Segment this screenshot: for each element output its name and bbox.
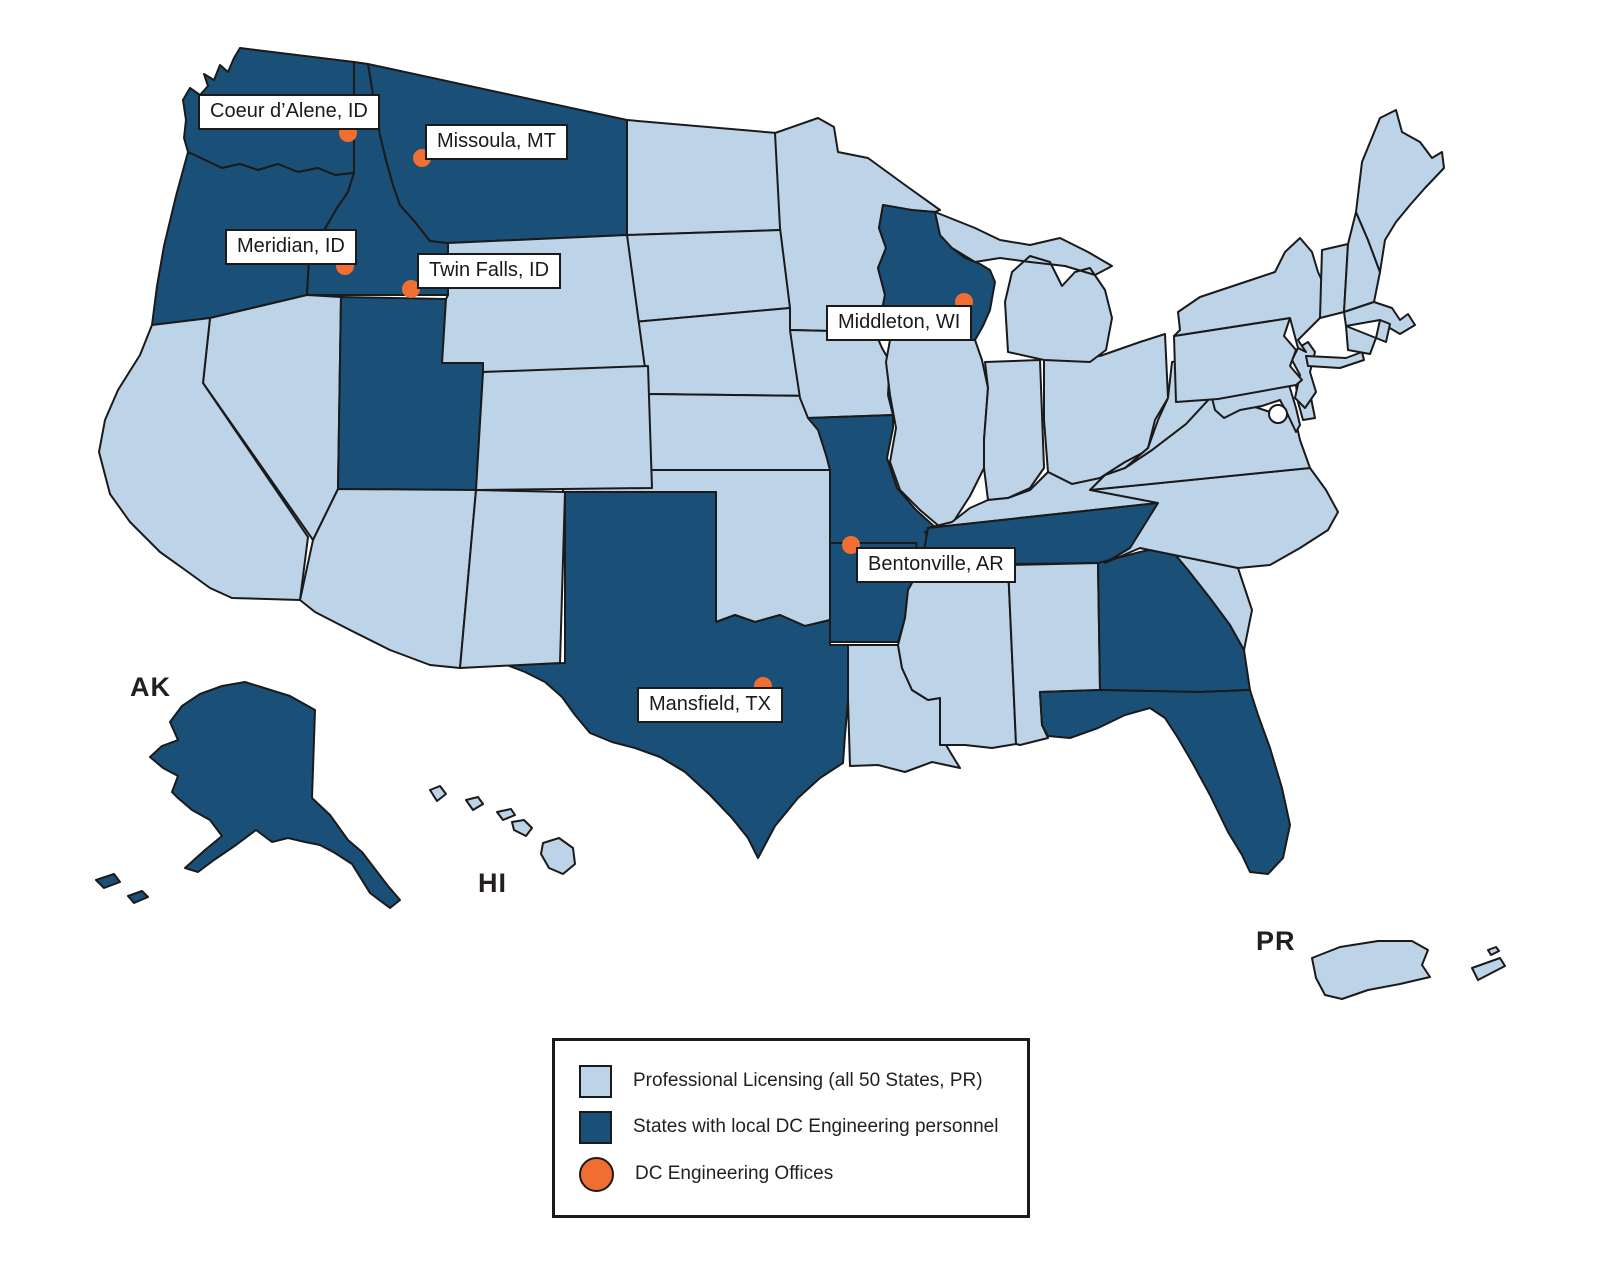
- office-label: Missoula, MT: [425, 124, 568, 160]
- legend-row-office: DC Engineering Offices: [579, 1156, 1017, 1192]
- state-fl: [1039, 689, 1291, 875]
- legend-swatch-personnel: [579, 1110, 612, 1144]
- state-az: [299, 488, 477, 669]
- state-me: [1355, 109, 1445, 273]
- state-nc: [1089, 467, 1339, 569]
- state-tx: [506, 491, 849, 859]
- state-co: [475, 365, 653, 491]
- state-pa: [1173, 317, 1303, 403]
- legend-swatch-office: [579, 1156, 614, 1192]
- office-dot: [842, 536, 860, 554]
- legend: Professional Licensing (all 50 States, P…: [552, 1038, 1030, 1218]
- state-ct: [1345, 325, 1377, 355]
- region-label-hi: HI: [478, 868, 507, 898]
- office-label: Bentonville, AR: [856, 547, 1016, 583]
- state-hi: [429, 785, 576, 875]
- legend-swatch-licensing: [579, 1064, 612, 1098]
- state-ms: [897, 564, 1017, 749]
- state-ia: [789, 329, 894, 419]
- legend-row-licensing: Professional Licensing (all 50 States, P…: [579, 1064, 1017, 1098]
- dc-circle-marker: [1268, 404, 1288, 424]
- state-ri: [1375, 319, 1391, 343]
- office-label: Coeur d’Alene, ID: [198, 94, 380, 130]
- legend-label: DC Engineering Offices: [635, 1163, 834, 1184]
- state-ak: [95, 681, 401, 909]
- legend-label: States with local DC Engineering personn…: [633, 1116, 999, 1137]
- legend-row-personnel: States with local DC Engineering personn…: [579, 1110, 1017, 1144]
- region-label-pr: PR: [1256, 926, 1296, 956]
- state-nm: [459, 489, 566, 669]
- state-mi: [934, 211, 1113, 363]
- state-ca: [98, 317, 309, 601]
- office-label: Middleton, WI: [826, 305, 973, 341]
- office-label: Twin Falls, ID: [417, 253, 562, 289]
- state-ma: [1343, 301, 1416, 335]
- state-nd: [626, 119, 783, 236]
- region-label-ak: AK: [130, 672, 171, 702]
- office-label: Mansfield, TX: [637, 687, 783, 723]
- state-pr: [1311, 940, 1506, 1000]
- legend-label: Professional Licensing (all 50 States, P…: [633, 1070, 983, 1091]
- office-dot: [402, 280, 420, 298]
- state-in: [983, 359, 1045, 501]
- office-label: Meridian, ID: [225, 229, 357, 265]
- state-sd: [626, 229, 791, 323]
